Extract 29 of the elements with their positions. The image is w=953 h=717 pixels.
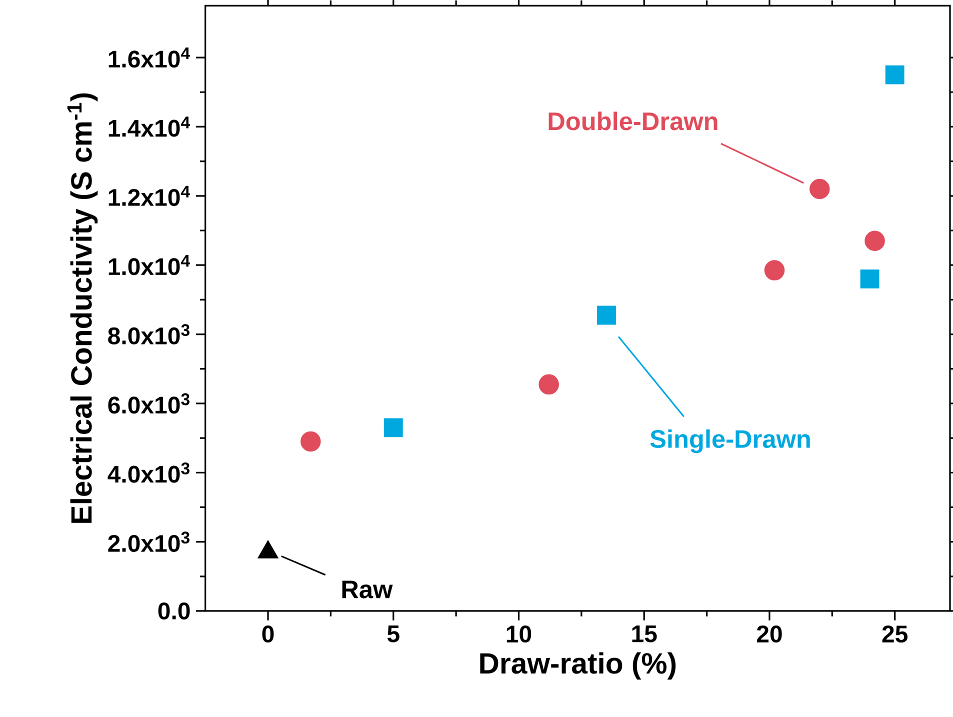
y-tick-label: 8.0x10$^{3}$ bbox=[108, 324, 190, 344]
point bbox=[538, 374, 559, 395]
y-tick-label: 4.0x10$^{3}$ bbox=[108, 462, 190, 483]
y-tick-label: 1.6x10$^{4}$ bbox=[108, 47, 190, 68]
x-tick-label: 20 bbox=[756, 626, 782, 643]
x-axis-title: Draw-ratio (%) bbox=[480, 652, 676, 680]
point bbox=[864, 230, 885, 252]
y-tick-label: 1.4x10$^{4}$ bbox=[108, 116, 190, 137]
x-tick-label: 5 bbox=[387, 626, 400, 642]
y-axis-title: Electrical Conductivity (S cm$^{-1}$) bbox=[67, 93, 98, 523]
text: Raw bbox=[342, 580, 393, 598]
point bbox=[384, 418, 403, 438]
point bbox=[809, 178, 830, 200]
text: Double-Drawn bbox=[548, 112, 718, 130]
text: Single-Drawn bbox=[650, 429, 810, 454]
point bbox=[885, 65, 904, 84]
y-tick-label: 6.0x10$^{3}$ bbox=[108, 393, 190, 414]
point bbox=[860, 269, 880, 288]
point bbox=[300, 431, 321, 452]
y-tick-label: 1.2x10$^{4}$ bbox=[108, 186, 190, 206]
point bbox=[764, 260, 785, 280]
x-tick-label: 25 bbox=[882, 626, 908, 643]
y-tick-label: 2.0x10$^{3}$ bbox=[108, 532, 190, 552]
y-tick-label: 0.0 bbox=[158, 602, 190, 620]
point bbox=[597, 306, 616, 325]
y-tick-label: 1.0x10$^{4}$ bbox=[108, 255, 190, 276]
x-tick-label: 10 bbox=[506, 626, 532, 643]
x-tick-label: 15 bbox=[632, 626, 657, 642]
x-tick-label: 0 bbox=[262, 626, 274, 643]
